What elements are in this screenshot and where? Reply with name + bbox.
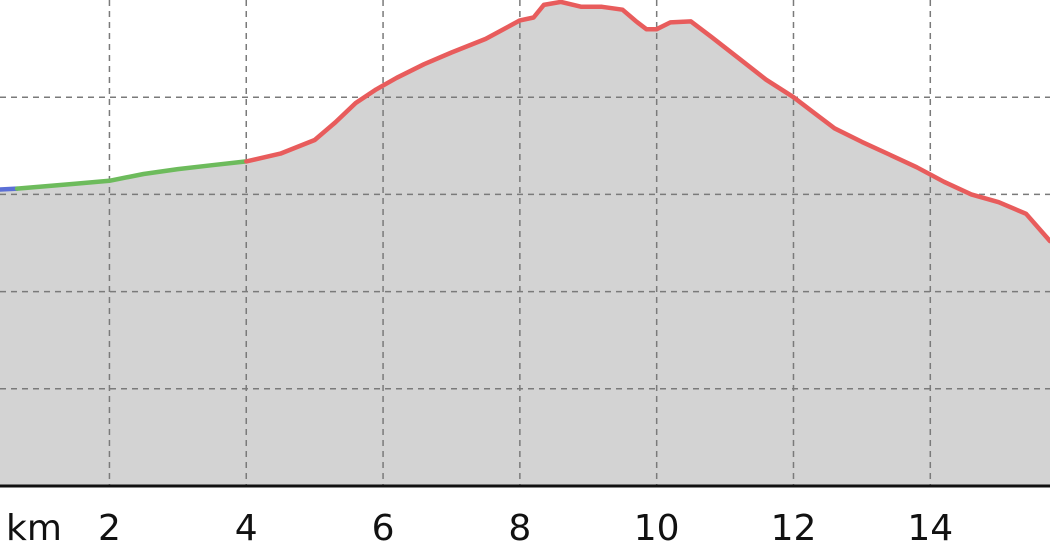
elevation-profile-lines: [0, 0, 1050, 244]
x-axis-unit-label: km: [6, 508, 62, 549]
x-tick-labels: 2 4 6 8 10 12 14: [98, 508, 953, 549]
profile-segment-1: [0, 186, 20, 192]
elevation-area: [0, 1, 1050, 487]
x-tick-label: 12: [771, 508, 817, 549]
x-tick-label: 14: [907, 508, 953, 549]
x-tick-label: 4: [235, 508, 258, 549]
x-tick-label: 2: [98, 508, 121, 549]
x-tick-label: 10: [634, 508, 680, 549]
profile-segment-3: [244, 0, 1050, 244]
x-tick-label: 8: [508, 508, 531, 549]
x-tick-label: 6: [372, 508, 395, 549]
profile-segment-2: [14, 159, 249, 191]
elevation-area-fill: [0, 1, 1050, 487]
grid-lines: [0, 0, 1050, 486]
